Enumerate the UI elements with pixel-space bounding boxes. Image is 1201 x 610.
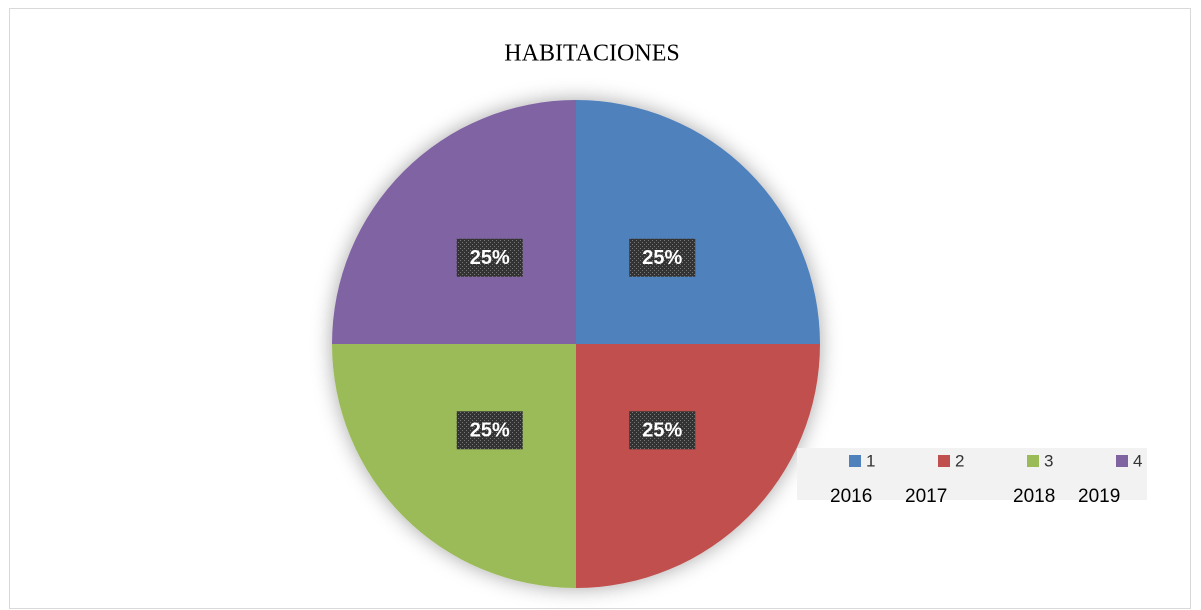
data-label-box xyxy=(456,411,523,450)
data-label-box xyxy=(456,238,523,277)
legend-swatch xyxy=(1116,455,1128,467)
pie xyxy=(332,100,820,588)
data-label: 25% xyxy=(470,420,510,442)
legend-swatch xyxy=(938,455,950,467)
legend-label: 2 xyxy=(955,451,964,470)
annotation: 2017 xyxy=(905,486,947,507)
legend-label: 3 xyxy=(1044,451,1053,470)
data-label: 25% xyxy=(642,420,682,442)
legend-swatch xyxy=(1027,455,1039,467)
data-label-box xyxy=(629,411,696,450)
annotation: 2018 xyxy=(1013,486,1055,507)
pie-slice xyxy=(332,344,576,588)
data-label-box xyxy=(629,238,696,277)
data-label: 25% xyxy=(470,247,510,269)
pie-slice xyxy=(576,344,820,588)
pie-slice xyxy=(332,100,576,344)
pie-slice xyxy=(576,100,820,344)
legend-swatch xyxy=(849,455,861,467)
legend-label: 4 xyxy=(1133,451,1142,470)
data-label: 25% xyxy=(642,247,682,269)
annotation: 2016 xyxy=(830,486,872,507)
annotation: 2019 xyxy=(1078,486,1120,507)
chart-title: HABITACIONES xyxy=(504,41,679,67)
legend-label: 1 xyxy=(866,451,875,470)
